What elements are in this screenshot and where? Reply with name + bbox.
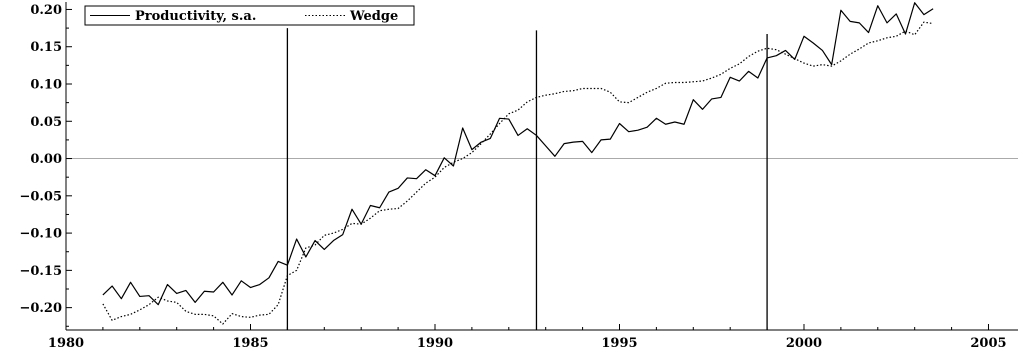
y-tick-label: 0.00: [30, 152, 62, 167]
legend-label-wedge: Wedge: [349, 9, 398, 24]
y-tick-label: 0.15: [30, 40, 62, 55]
y-tick-label: −0.20: [19, 301, 62, 316]
event-lines: [286, 28, 768, 330]
series-layer: [102, 2, 934, 325]
plot-area: [65, 2, 1018, 331]
y-ticks: 0.20 0.15 0.10 0.05 0.00 −0.05 −0.10 −0.15 −0.20: [19, 3, 72, 327]
x-tick-label: 2005: [970, 336, 1006, 351]
x-tick-label: 1980: [48, 336, 84, 351]
y-tick-label: −0.15: [19, 264, 62, 279]
x-tick-label: 2000: [786, 336, 822, 351]
x-tick-label: 1990: [417, 336, 453, 351]
x-tick-label: 1985: [232, 336, 268, 351]
series-line-wedge: [102, 21, 934, 325]
legend: Productivity, s.a. Wedge: [84, 5, 415, 26]
legend-label-productivity: Productivity, s.a.: [135, 9, 256, 24]
series-line-productivity: [102, 2, 934, 306]
y-tick-label: 0.05: [30, 115, 62, 130]
y-tick-label: −0.05: [19, 189, 62, 204]
x-tick-label: 1995: [601, 336, 637, 351]
y-tick-label: −0.10: [19, 227, 62, 242]
x-ticks: 1980 1985 1990 1995 2000 2005: [48, 324, 1007, 351]
y-tick-label: 0.20: [30, 3, 62, 18]
legend-box: [84, 5, 415, 26]
y-tick-label: 0.10: [30, 78, 62, 93]
